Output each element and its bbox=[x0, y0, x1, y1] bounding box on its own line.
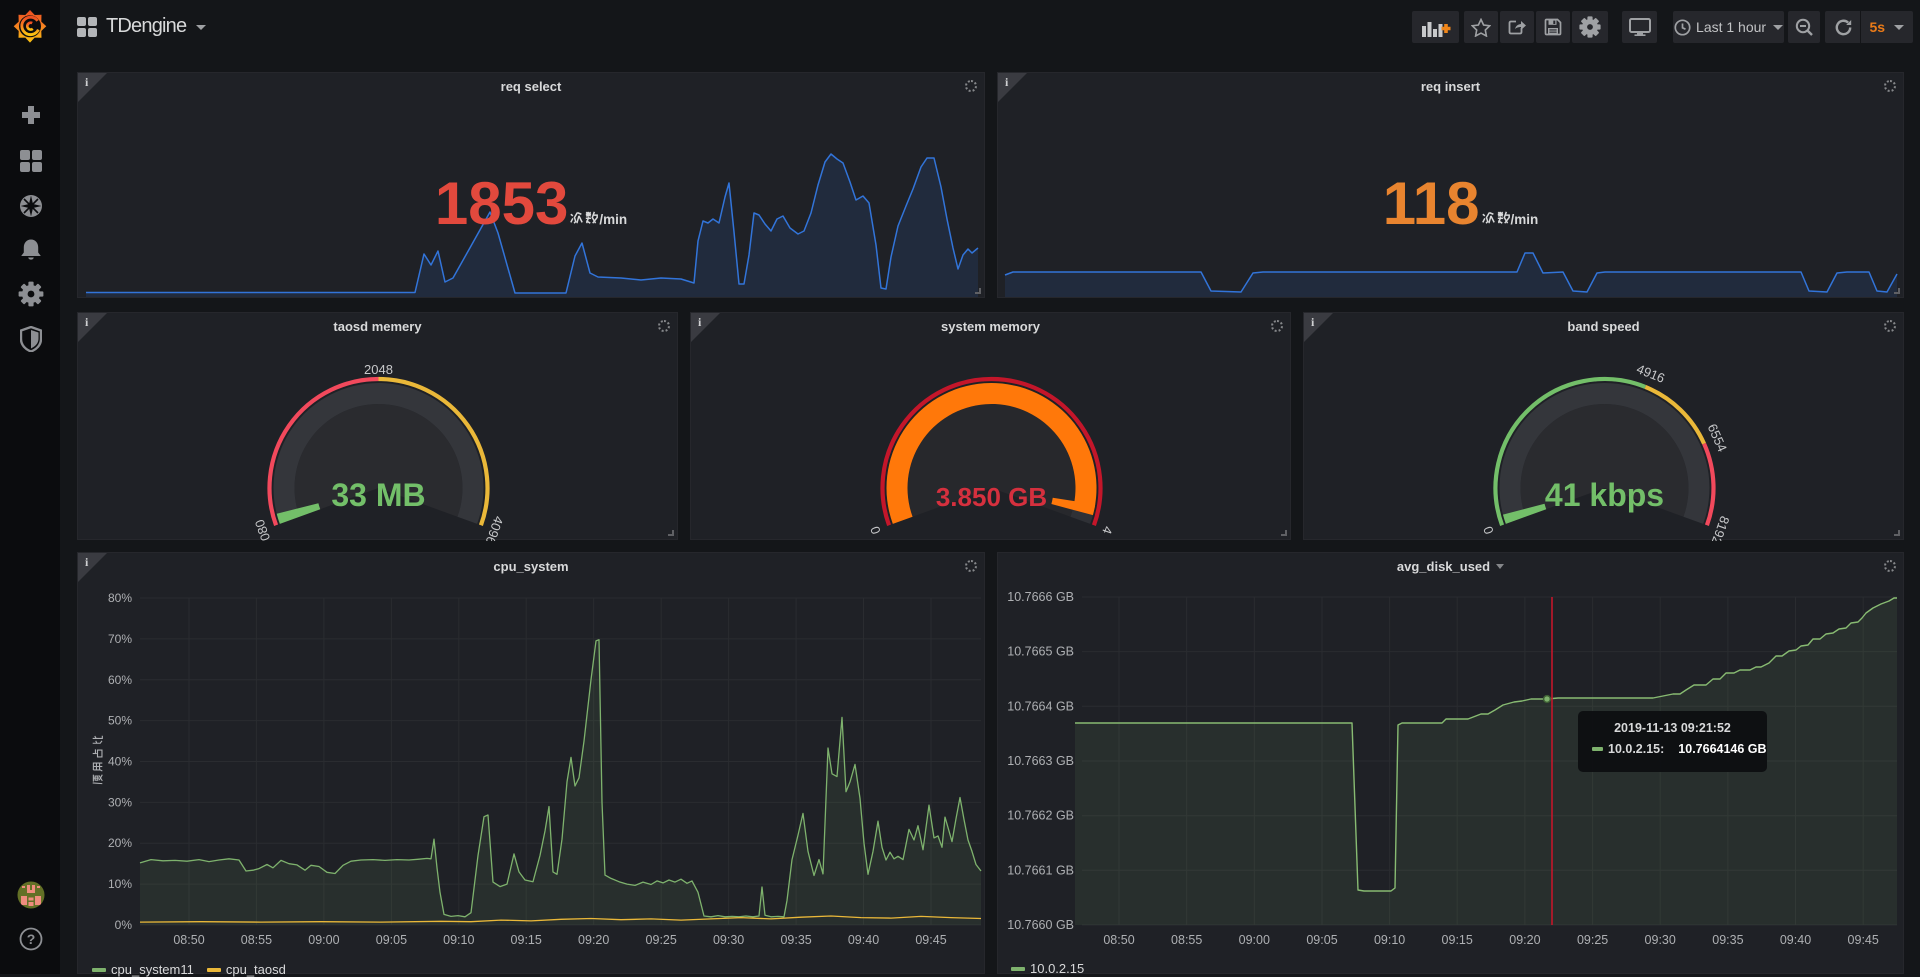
svg-text:09:00: 09:00 bbox=[1239, 933, 1270, 947]
svg-text:09:00: 09:00 bbox=[308, 933, 339, 947]
svg-text:09:05: 09:05 bbox=[1306, 933, 1337, 947]
svg-text:2048: 2048 bbox=[364, 362, 393, 377]
svg-text:10.7660 GB: 10.7660 GB bbox=[1007, 918, 1074, 932]
svg-text:09:15: 09:15 bbox=[511, 933, 542, 947]
svg-text:09:05: 09:05 bbox=[376, 933, 407, 947]
svg-text:10.7662 GB: 10.7662 GB bbox=[1007, 809, 1074, 823]
svg-text:4: 4 bbox=[1099, 524, 1116, 536]
svg-text:8192: 8192 bbox=[1709, 514, 1733, 541]
svg-text:09:25: 09:25 bbox=[1577, 933, 1608, 947]
svg-text:40%: 40% bbox=[108, 755, 132, 769]
svg-text:09:15: 09:15 bbox=[1442, 933, 1473, 947]
svg-text:33 MB: 33 MB bbox=[331, 477, 425, 513]
svg-text:50%: 50% bbox=[108, 714, 132, 728]
svg-text:09:10: 09:10 bbox=[443, 933, 474, 947]
svg-text:70%: 70% bbox=[108, 632, 132, 646]
svg-text:4916: 4916 bbox=[1635, 361, 1667, 386]
svg-text:08:50: 08:50 bbox=[173, 933, 204, 947]
svg-text:60%: 60% bbox=[108, 673, 132, 687]
svg-text:?: ? bbox=[27, 931, 36, 947]
svg-text:0: 0 bbox=[1480, 524, 1497, 536]
svg-text:09:10: 09:10 bbox=[1374, 933, 1405, 947]
svg-text:30%: 30% bbox=[108, 795, 132, 809]
svg-text:080: 080 bbox=[252, 517, 274, 541]
svg-text:10.7663 GB: 10.7663 GB bbox=[1007, 754, 1074, 768]
svg-text:08:50: 08:50 bbox=[1103, 933, 1134, 947]
svg-text:09:30: 09:30 bbox=[713, 933, 744, 947]
svg-text:10.7666 GB: 10.7666 GB bbox=[1007, 590, 1074, 604]
svg-text:09:20: 09:20 bbox=[1509, 933, 1540, 947]
svg-text:10.7661 GB: 10.7661 GB bbox=[1007, 863, 1074, 877]
svg-text:41 kbps: 41 kbps bbox=[1545, 477, 1664, 513]
svg-text:10.7665 GB: 10.7665 GB bbox=[1007, 645, 1074, 659]
svg-text:09:40: 09:40 bbox=[848, 933, 879, 947]
svg-text:09:45: 09:45 bbox=[1848, 933, 1879, 947]
svg-text:09:35: 09:35 bbox=[1712, 933, 1743, 947]
svg-text:08:55: 08:55 bbox=[241, 933, 272, 947]
svg-text:09:30: 09:30 bbox=[1645, 933, 1676, 947]
svg-text:10.7664 GB: 10.7664 GB bbox=[1007, 699, 1074, 713]
svg-text:10%: 10% bbox=[108, 877, 132, 891]
svg-text:09:25: 09:25 bbox=[646, 933, 677, 947]
svg-text:08:55: 08:55 bbox=[1171, 933, 1202, 947]
svg-text:3.850 GB: 3.850 GB bbox=[936, 482, 1047, 512]
svg-text:20%: 20% bbox=[108, 836, 132, 850]
svg-text:09:35: 09:35 bbox=[780, 933, 811, 947]
svg-text:09:20: 09:20 bbox=[578, 933, 609, 947]
svg-text:0: 0 bbox=[867, 524, 884, 536]
svg-text:09:45: 09:45 bbox=[915, 933, 946, 947]
svg-text:0%: 0% bbox=[115, 918, 133, 932]
svg-text:09:40: 09:40 bbox=[1780, 933, 1811, 947]
svg-text:4096: 4096 bbox=[483, 514, 507, 541]
svg-text:80%: 80% bbox=[108, 591, 132, 605]
